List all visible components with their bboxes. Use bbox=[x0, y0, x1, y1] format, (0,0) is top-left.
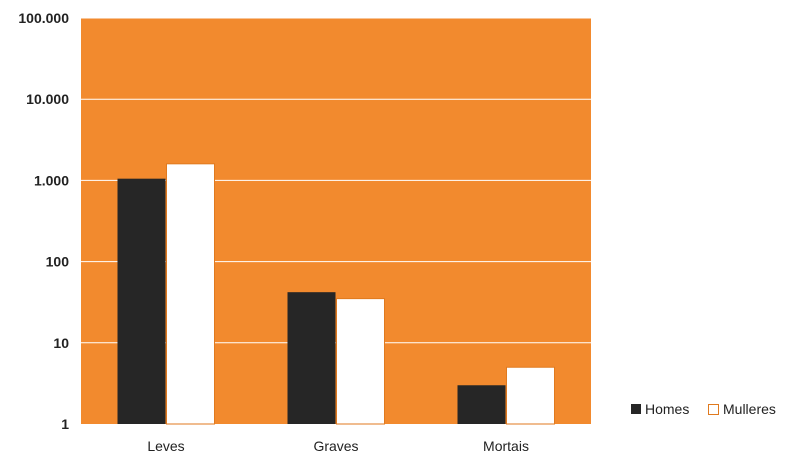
legend-swatch-homes bbox=[631, 404, 641, 414]
bar-mulleres-mortais bbox=[506, 366, 555, 425]
y-tick-label: 1.000 bbox=[34, 172, 69, 188]
legend-label-mulleres: Mulleres bbox=[723, 401, 776, 417]
bar-mulleres-graves bbox=[336, 298, 385, 425]
y-axis-ticks: 1 10 100 1.000 10.000 100.000 bbox=[18, 10, 69, 432]
x-tick-label: Leves bbox=[147, 438, 184, 454]
y-tick-label: 1 bbox=[61, 416, 69, 432]
legend: Homes Mulleres bbox=[631, 401, 776, 417]
bars bbox=[117, 163, 555, 425]
legend-label-homes: Homes bbox=[645, 401, 689, 417]
legend-swatch-mulleres bbox=[708, 404, 719, 415]
y-tick-label: 100 bbox=[46, 254, 70, 270]
bar-homes-graves bbox=[287, 292, 336, 424]
x-tick-label: Mortais bbox=[483, 438, 529, 454]
y-tick-label: 100.000 bbox=[18, 10, 69, 26]
bar-homes-leves bbox=[117, 178, 166, 424]
bar-homes-mortais bbox=[457, 385, 506, 424]
bar-mulleres-leves bbox=[166, 163, 215, 425]
x-axis-ticks: Leves Graves Mortais bbox=[147, 438, 529, 454]
y-tick-label: 10 bbox=[53, 335, 69, 351]
x-tick-label: Graves bbox=[313, 438, 358, 454]
y-tick-label: 10.000 bbox=[26, 91, 69, 107]
